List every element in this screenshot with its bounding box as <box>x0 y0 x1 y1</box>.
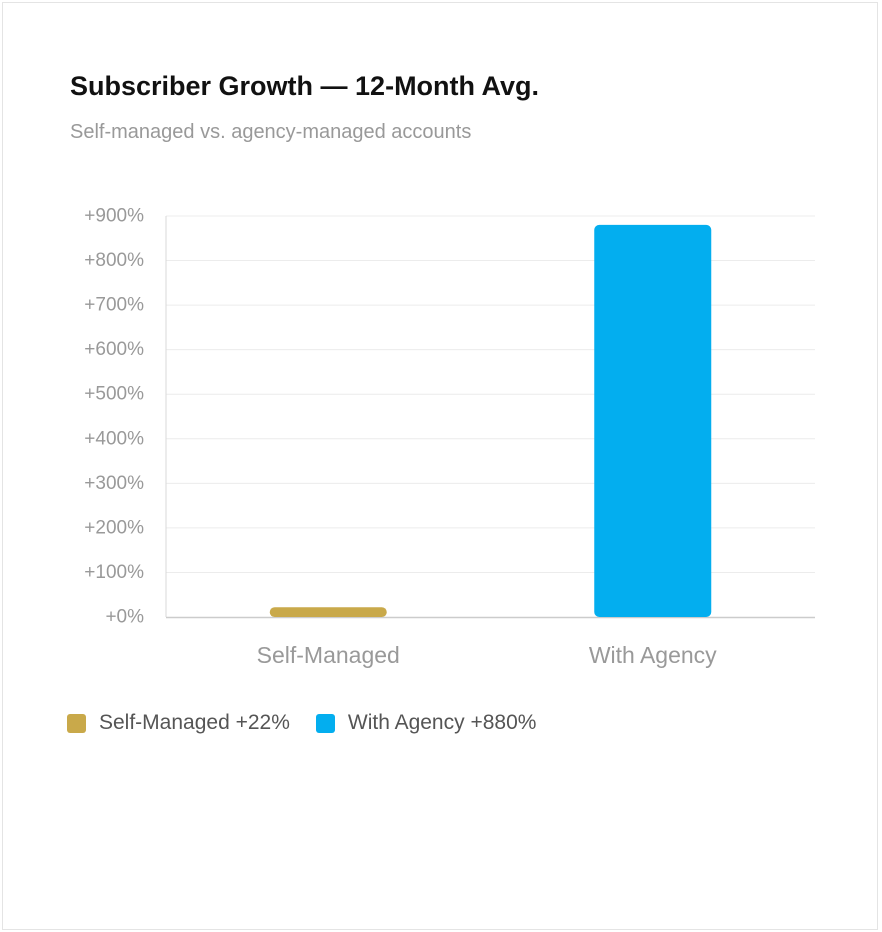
y-tick-label: +800% <box>84 250 144 271</box>
y-tick-label: +100% <box>84 562 144 583</box>
y-tick-label: +600% <box>84 339 144 360</box>
bar-chart: +0% +100% +200% +300% +400% +500% +600% +700% +8… <box>84 206 815 668</box>
legend-item-self-managed: Self-Managed +22% <box>67 711 290 735</box>
chart-title: Subscriber Growth — 12-Month Avg. <box>70 71 540 101</box>
y-tick-label: +700% <box>84 295 144 316</box>
legend-label-with-agency: With Agency +880% <box>347 711 537 734</box>
legend-swatch-with-agency <box>315 713 335 733</box>
x-tick-label: With Agency <box>589 642 717 668</box>
y-tick-label: +0% <box>105 607 144 628</box>
legend-label-self-managed: Self-Managed +22% <box>99 711 290 734</box>
y-tick-label: +300% <box>84 473 144 494</box>
legend-item-with-agency: With Agency +880% <box>315 711 537 735</box>
x-tick-label: Self-Managed <box>257 642 400 668</box>
bar-with-agency <box>594 224 712 617</box>
y-tick-label: +500% <box>84 384 144 405</box>
y-tick-label: +200% <box>84 517 144 538</box>
y-tick-label: +400% <box>84 428 144 449</box>
chart-legend: Self-Managed +22% With Agency +880% <box>67 711 562 735</box>
legend-swatch-self-managed <box>67 713 86 733</box>
y-tick-label: +900% <box>84 206 144 227</box>
chart-subtitle: Self-managed vs. agency-managed accounts <box>70 121 472 143</box>
bar-self-managed <box>269 607 387 617</box>
